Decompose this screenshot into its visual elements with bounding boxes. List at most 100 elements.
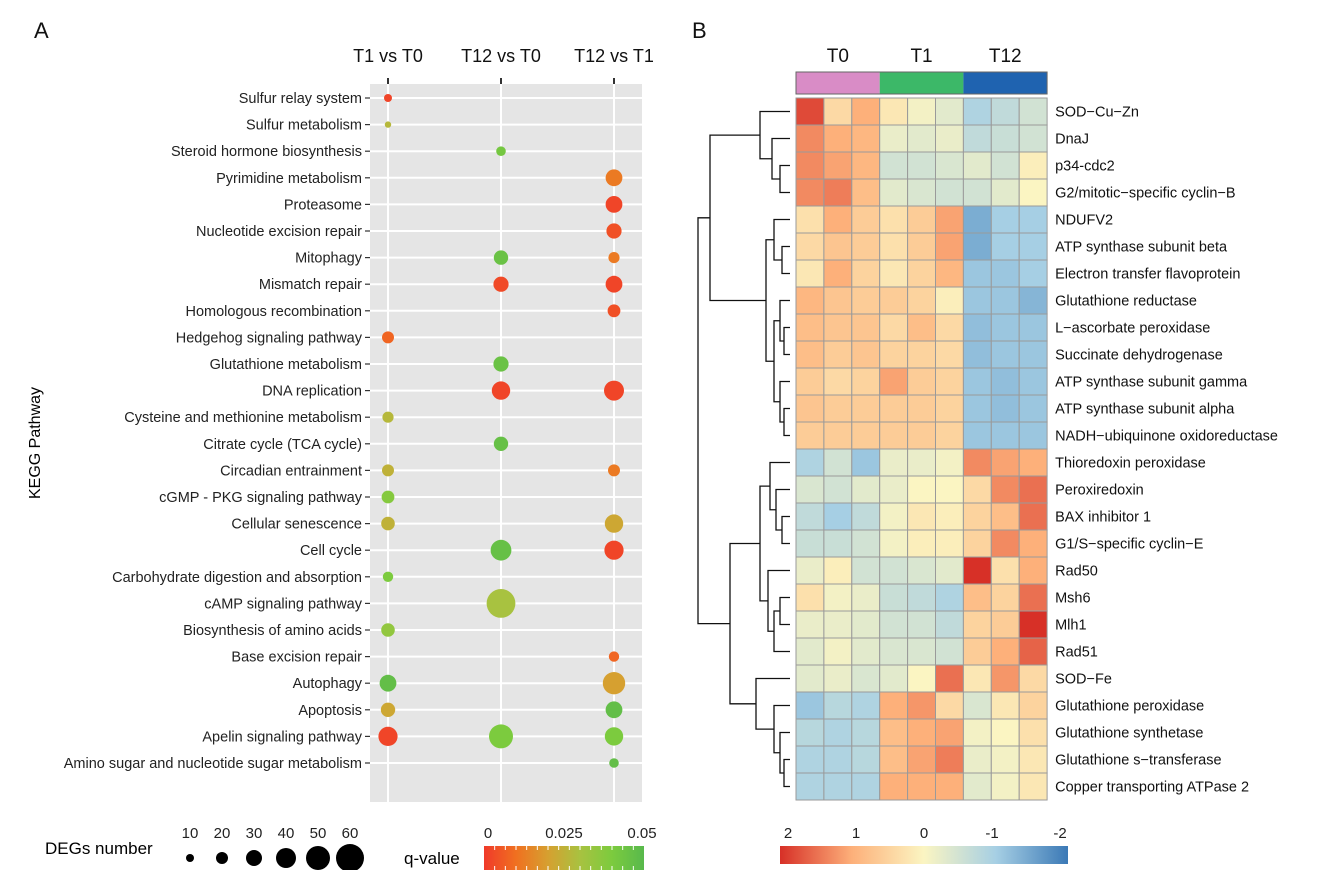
heatmap-cell (935, 583, 964, 612)
heatmap-cell (851, 772, 881, 801)
heatmap-cell (962, 610, 992, 639)
heatmap-cell (935, 286, 964, 315)
heatmap-cell (879, 340, 909, 369)
row-label: Glutathione reductase (1055, 294, 1197, 310)
heatmap-cell (935, 502, 964, 531)
y-tick-label: Biosynthesis of amino acids (183, 623, 362, 639)
heatmap-cell (1018, 151, 1048, 180)
heatmap-cell (879, 421, 909, 450)
y-axis-labels: Sulfur relay system Sulfur metabolism Ster… (64, 91, 370, 772)
row-label: NDUFV2 (1055, 213, 1113, 229)
heatmap-cell (879, 664, 909, 693)
heatmap-cell (907, 745, 936, 774)
bubble-point (496, 146, 506, 156)
row-label: Succinate dehydrogenase (1055, 348, 1223, 364)
group-label: T12 (989, 46, 1022, 67)
heatmap-cell (823, 583, 853, 612)
heatmap-cell (851, 664, 881, 693)
y-tick-label: DNA replication (262, 384, 362, 400)
heatmap-cell (962, 502, 992, 531)
y-tick-label: cGMP - PKG signaling pathway (159, 490, 363, 506)
x-tick-label: T12 vs T0 (461, 46, 541, 66)
bubble-point (381, 516, 395, 531)
heatmap-cell (990, 637, 1020, 666)
heatmap-cell (907, 367, 936, 396)
row-label: ATP synthase subunit gamma (1055, 375, 1248, 391)
x-tick-label: T1 vs T0 (353, 46, 423, 66)
row-label: SOD−Cu−Zn (1055, 105, 1139, 121)
heatmap-cell (1018, 664, 1048, 693)
heatmap-cell (907, 340, 936, 369)
heatmap-cell (962, 97, 992, 126)
heatmap-cell (907, 151, 936, 180)
heatmap-cell (823, 610, 853, 639)
bubble-point (486, 589, 516, 618)
heatmap-cell (935, 610, 964, 639)
heatmap-cell (1018, 259, 1048, 288)
heatmap-cell (907, 205, 936, 234)
heatmap-cell (795, 475, 825, 504)
heatmap-cell (907, 421, 936, 450)
heatmap-cell (907, 475, 936, 504)
dendrogram-branch (779, 299, 790, 342)
heatmap-cell (990, 97, 1020, 126)
color-legend-title: q-value (404, 849, 460, 868)
heatmap-cell (823, 475, 853, 504)
heatmap-cell (935, 556, 964, 585)
heatmap-cell (823, 664, 853, 693)
color-legend-tick-label: 0.05 (627, 825, 656, 842)
row-label: Peroxiredoxin (1055, 483, 1144, 499)
dendrogram-branch (697, 217, 730, 625)
heatmap-cell (1018, 691, 1048, 720)
row-dendrogram (697, 110, 790, 788)
dendrogram-branch (773, 704, 790, 754)
size-legend-value: 40 (278, 825, 295, 842)
heatmap-cell (879, 529, 909, 558)
heatmap-cell (795, 340, 825, 369)
panel-a-label: A (34, 18, 49, 43)
heatmap-cell (795, 691, 825, 720)
size-legend-bubble (336, 844, 364, 872)
dendrogram-branch (771, 137, 790, 180)
heatmap-cell (907, 313, 936, 342)
heatmap-cell (795, 286, 825, 315)
y-tick-label: Carbohydrate digestion and absorption (112, 570, 362, 586)
heatmap-cell (795, 583, 825, 612)
heatmap-cell (990, 502, 1020, 531)
heatmap-cell (907, 529, 936, 558)
heatmap-cell (879, 178, 909, 207)
heatmap-cell (935, 448, 964, 477)
heatmap-cell (1018, 367, 1048, 396)
heatmap-cell (907, 286, 936, 315)
heatmap-cell (1018, 637, 1048, 666)
row-label: Glutathione synthetase (1055, 726, 1203, 742)
dendrogram-branch (775, 488, 790, 531)
heatmap-cell (823, 151, 853, 180)
heatmap-cell (935, 745, 964, 774)
y-axis-title: KEGG Pathway (27, 387, 44, 499)
heatmap-cell (879, 691, 909, 720)
heatmap-cell (990, 124, 1020, 153)
bubble-point (493, 356, 509, 372)
heatmap-cell (851, 745, 881, 774)
heatmap-cell (795, 367, 825, 396)
heatmap-cell (823, 691, 853, 720)
heatmap-cell (935, 151, 964, 180)
bubble-point (493, 276, 509, 292)
heatmap-cell (795, 745, 825, 774)
dendrogram-branch (779, 731, 790, 774)
row-label: Copper transporting ATPase 2 (1055, 780, 1249, 796)
heatmap-cell (851, 259, 881, 288)
heatmap-cell (823, 97, 853, 126)
heatmap-cell (823, 421, 853, 450)
heatmap-cell (823, 556, 853, 585)
heatmap-cell (907, 772, 936, 801)
bubble-point (382, 411, 394, 423)
heatmap-cell (935, 232, 964, 261)
heatmap-cell (823, 529, 853, 558)
heatmap-cell (907, 178, 936, 207)
bubble-point (384, 121, 392, 128)
heatmap-cell (851, 205, 881, 234)
heatmap-cell (907, 232, 936, 261)
